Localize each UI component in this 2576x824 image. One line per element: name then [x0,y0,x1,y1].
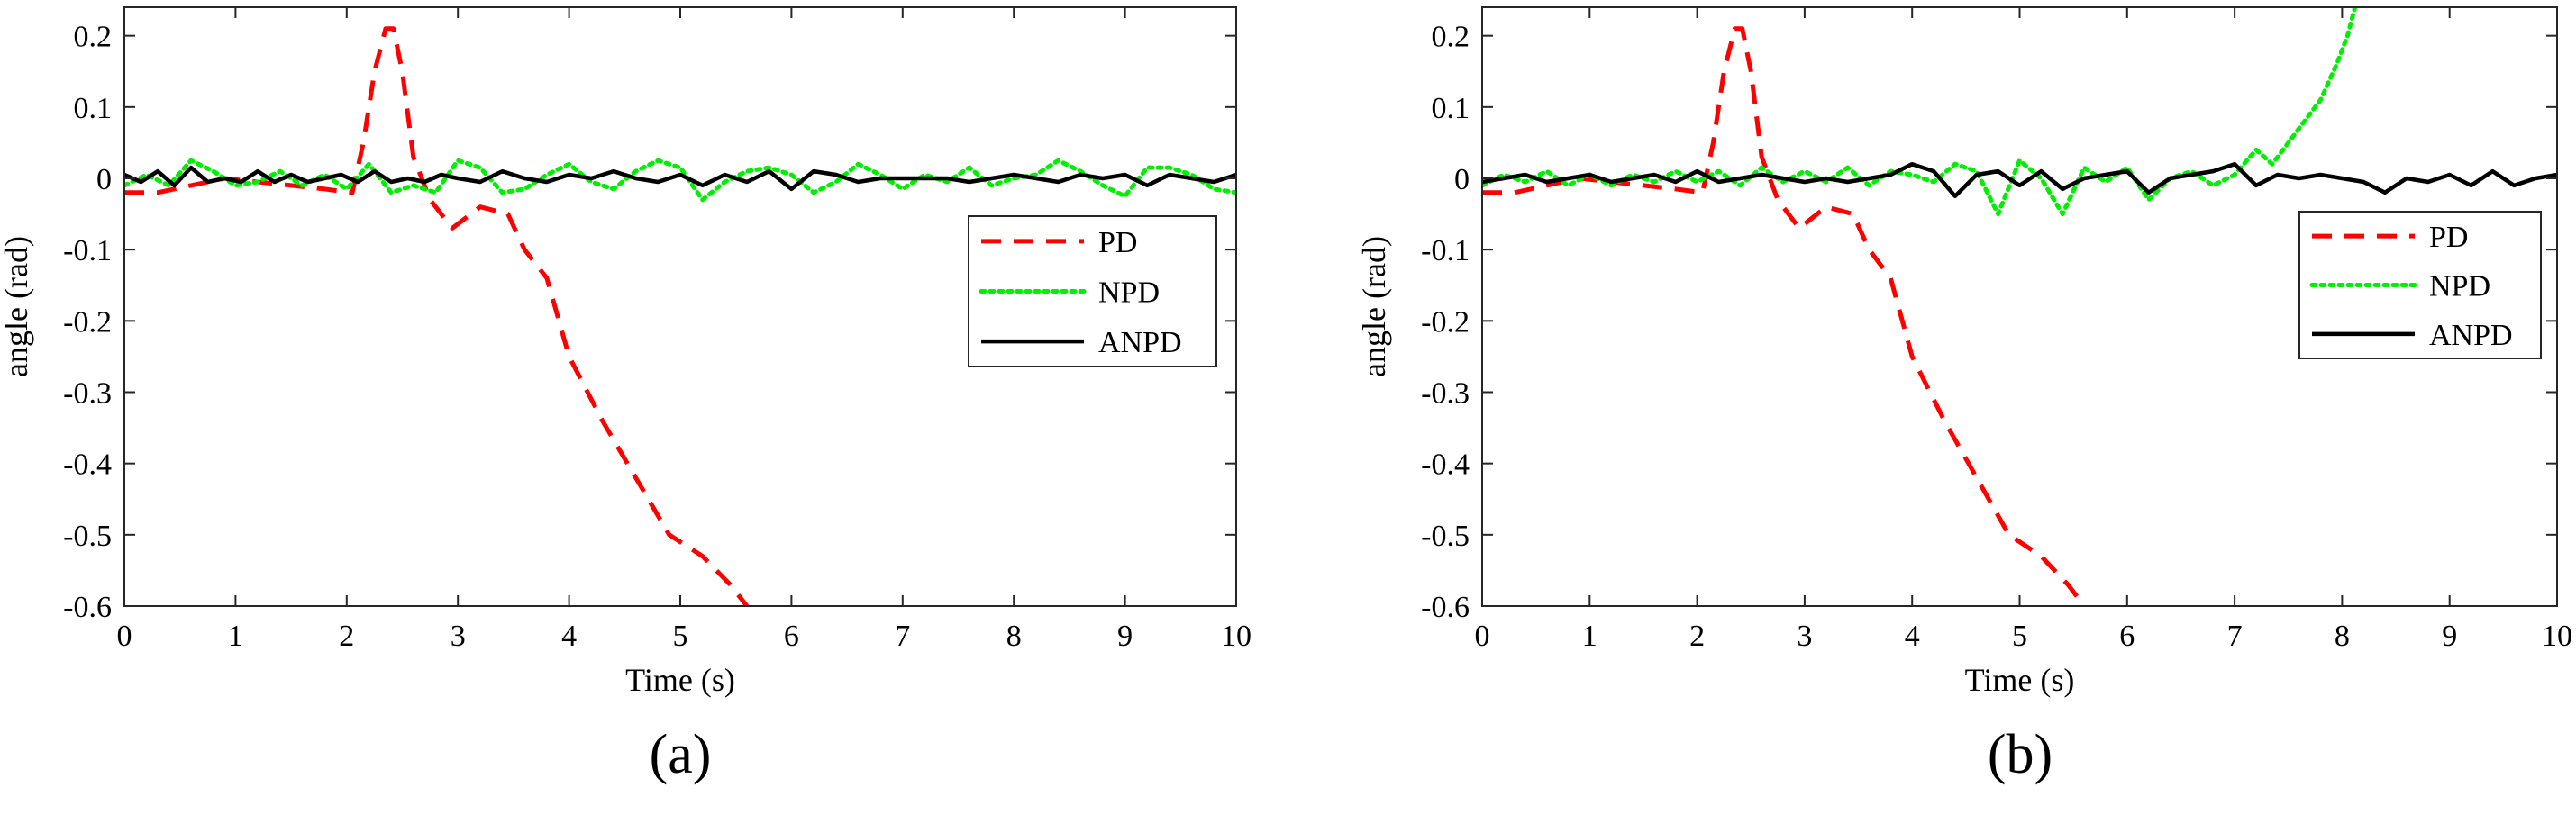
y-tick-label: 0.2 [74,21,113,54]
x-axis-label: Time (s) [1965,662,2075,698]
y-tick-label: -0.3 [1421,377,1470,411]
y-tick-label: -0.4 [1421,448,1470,482]
x-tick-label: 3 [451,620,466,653]
x-tick-label: 1 [1582,620,1597,653]
legend-label-npd: NPD [1098,276,1160,310]
legend-label-pd: PD [2429,221,2468,254]
x-tick-label: 3 [1797,620,1812,653]
x-tick-label: 9 [2442,620,2457,653]
y-tick-label: -0.5 [63,520,112,553]
x-tick-label: 6 [784,620,799,653]
y-tick-label: -0.3 [63,377,112,411]
legend-label-npd: NPD [2429,270,2490,303]
y-tick-label: -0.1 [63,234,112,267]
y-tick-label: -0.5 [1421,520,1470,553]
y-tick-label: 0 [96,163,112,196]
legend: PD NPD ANPD [968,215,1217,367]
x-tick-label: 10 [1221,620,1252,653]
y-tick-label: -0.6 [1421,591,1470,624]
y-tick-label: 0 [1454,163,1470,196]
y-axis-label: angle (rad) [1356,236,1392,377]
x-axis-label: Time (s) [625,662,735,698]
y-axis-label: angle (rad) [0,236,34,377]
series-line-pd [1482,26,2087,606]
y-tick-label: -0.2 [1421,305,1470,339]
x-tick-label: 7 [895,620,910,653]
series-line-pd [124,26,749,606]
x-tick-label: 0 [117,620,132,653]
y-tick-label: -0.2 [63,305,112,339]
panel-label: (b) [1988,724,2053,785]
chart-panel-b: 0 1 2 3 4 5 6 7 8 9 10 0.2 0.1 0 -0.1 -0.2 -0.3 -0.4 -0.5 -… [1356,6,2572,785]
x-tick-label: 10 [2542,620,2572,653]
x-tick-label: 8 [2335,620,2350,653]
legend-label-anpd: ANPD [2429,319,2513,352]
series-line-anpd [1482,161,2557,199]
series-group [1482,7,2557,606]
y-tick-label: -0.6 [63,591,112,624]
x-tick-label: 7 [2227,620,2243,653]
x-tick-label: 2 [339,620,354,653]
y-tick-label: 0.1 [74,92,113,125]
chart-panel-a: 0 1 2 3 4 5 6 7 8 9 10 0.2 0.1 0 -0.1 -0.2 -0.3 -0.4 -0.5 -… [0,6,1252,785]
x-tick-label: 4 [561,620,577,653]
series-line-anpd [124,165,1236,192]
x-tick-label: 6 [2119,620,2135,653]
series-group [124,26,1236,606]
legend-label-pd: PD [1098,226,1137,259]
y-tick-label: -0.1 [1421,234,1470,267]
x-tick-label: 5 [2012,620,2027,653]
y-tick-label: 0.2 [1432,21,1470,54]
x-tick-label: 8 [1006,620,1022,653]
x-tick-label: 0 [1475,620,1490,653]
legend-label-anpd: ANPD [1098,326,1182,359]
x-tick-label: 4 [1905,620,1920,653]
x-tick-label: 2 [1689,620,1705,653]
x-tick-label: 5 [673,620,688,653]
y-tick-label: -0.4 [63,448,112,482]
y-tick-label: 0.1 [1432,92,1470,125]
x-tick-label: 1 [228,620,243,653]
x-tick-label: 9 [1117,620,1133,653]
legend: PD NPD ANPD [2298,211,2542,359]
panel-label: (a) [650,724,712,785]
